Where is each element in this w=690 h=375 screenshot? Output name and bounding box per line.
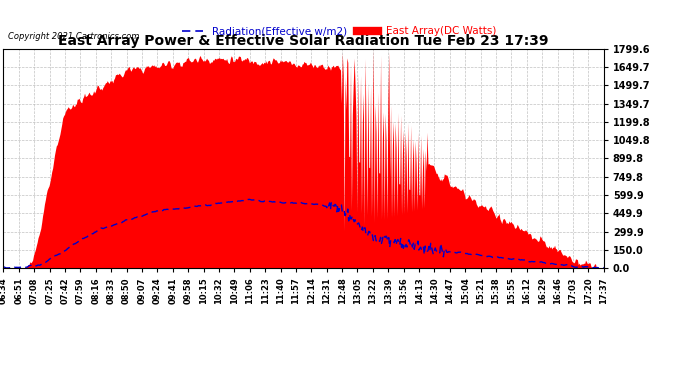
Legend: Radiation(Effective w/m2), East Array(DC Watts): Radiation(Effective w/m2), East Array(DC…	[178, 22, 501, 40]
Title: East Array Power & Effective Solar Radiation Tue Feb 23 17:39: East Array Power & Effective Solar Radia…	[59, 34, 549, 48]
Text: Copyright 2021 Cartronics.com: Copyright 2021 Cartronics.com	[8, 32, 139, 41]
